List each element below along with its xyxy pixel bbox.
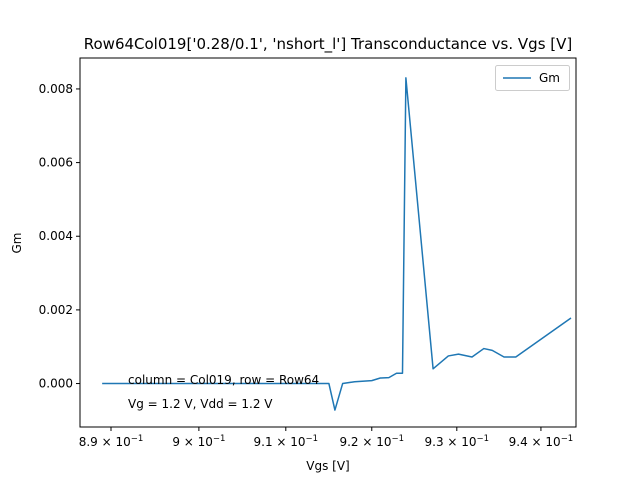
series-line-gm bbox=[102, 77, 572, 411]
y-axis-label: Gm bbox=[10, 233, 24, 254]
x-tick-label: 9 × 10−1 bbox=[172, 434, 225, 449]
x-tick-label: 8.9 × 10−1 bbox=[79, 434, 144, 449]
x-tick-label: 9.1 × 10−1 bbox=[254, 434, 319, 449]
y-tick-label: 0.000 bbox=[39, 377, 73, 391]
x-axis-label: Vgs [V] bbox=[306, 459, 349, 473]
y-axis-ticks: 0.000 0.002 0.004 0.006 0.008 bbox=[39, 82, 80, 391]
legend-label-gm: Gm bbox=[539, 71, 560, 85]
x-tick-label: 9.4 × 10−1 bbox=[509, 434, 574, 449]
legend: Gm bbox=[495, 65, 570, 91]
x-tick-label: 9.2 × 10−1 bbox=[339, 434, 404, 449]
y-tick-label: 0.008 bbox=[39, 82, 73, 96]
annotation-voltages: Vg = 1.2 V, Vdd = 1.2 V bbox=[128, 397, 273, 411]
y-tick-label: 0.002 bbox=[39, 303, 73, 317]
plot-frame bbox=[79, 57, 577, 428]
y-tick-label: 0.006 bbox=[39, 156, 73, 170]
annotation-column-row: column = Col019, row = Row64 bbox=[128, 373, 319, 387]
plot-area bbox=[80, 58, 576, 427]
legend-box bbox=[495, 65, 570, 91]
chart-title: Row64Col019['0.28/0.1', 'nshort_l'] Tran… bbox=[84, 35, 573, 54]
x-tick-label: 9.3 × 10−1 bbox=[425, 434, 490, 449]
x-axis-ticks: 8.9 × 10−1 9 × 10−1 9.1 × 10−1 9.2 × 10−1 9.… bbox=[79, 427, 574, 449]
y-tick-label: 0.004 bbox=[39, 229, 73, 243]
